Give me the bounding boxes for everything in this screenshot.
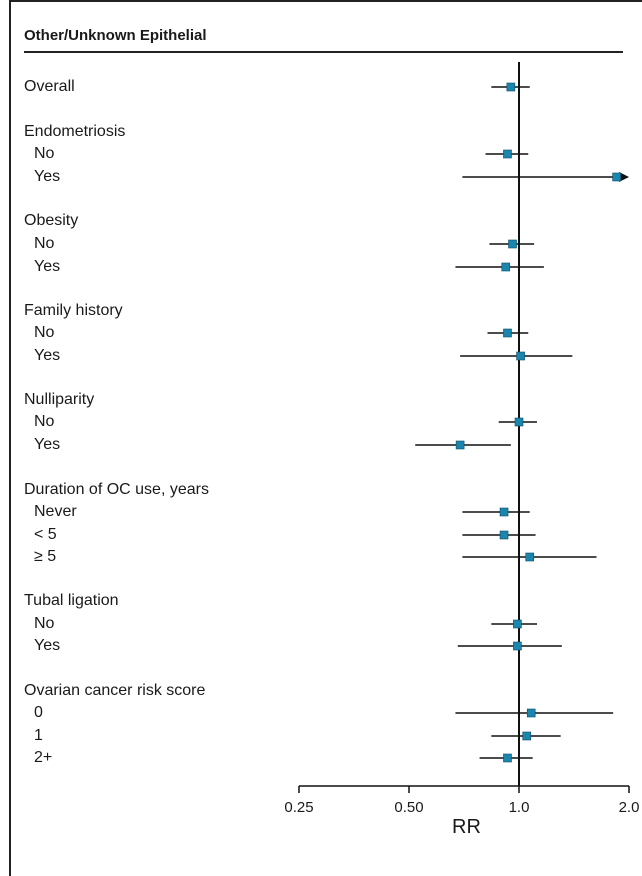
point-estimate	[455, 440, 465, 450]
point-estimate	[499, 507, 509, 517]
point-estimate	[514, 417, 524, 427]
row-label: No	[34, 615, 55, 632]
group-header: Nulliparity	[24, 391, 95, 408]
row-label: No	[34, 235, 55, 252]
point-estimate	[503, 328, 512, 338]
point-estimate	[508, 239, 517, 249]
row-label: Never	[34, 503, 77, 520]
frame-border-left	[9, 0, 11, 876]
x-tick-label: 2.0	[619, 799, 640, 816]
row-label: Yes	[34, 637, 61, 654]
point-estimate	[612, 172, 621, 182]
row-label: ≥ 5	[34, 548, 57, 565]
point-estimate	[513, 619, 522, 629]
x-axis-label: RR	[452, 816, 481, 838]
point-estimate	[503, 149, 512, 159]
x-tick-label: 1.0	[509, 799, 530, 816]
row-label: Overall	[24, 78, 75, 95]
x-tick-label: 0.50	[394, 799, 423, 816]
chart-title: Other/Unknown Epithelial	[24, 27, 207, 44]
point-estimate	[522, 731, 532, 741]
row-label: Yes	[34, 168, 61, 185]
group-header: Endometriosis	[24, 123, 126, 140]
ci-arrow	[619, 172, 629, 182]
group-header: Tubal ligation	[24, 592, 119, 609]
point-estimate	[501, 262, 511, 272]
group-header: Duration of OC use, years	[24, 481, 209, 498]
row-label: < 5	[34, 526, 57, 543]
point-estimate	[506, 82, 516, 92]
point-estimate	[513, 641, 522, 651]
point-estimate	[525, 552, 535, 562]
point-estimate	[503, 753, 512, 763]
point-estimate	[516, 351, 525, 361]
frame-border-top	[9, 0, 642, 2]
group-header: Ovarian cancer risk score	[24, 682, 206, 699]
row-label: Yes	[34, 436, 61, 453]
point-estimate	[499, 530, 509, 540]
row-label: 0	[34, 704, 43, 721]
group-header: Obesity	[24, 212, 79, 229]
group-header: Family history	[24, 302, 123, 319]
row-label: 1	[34, 727, 43, 744]
row-label: No	[34, 413, 55, 430]
row-label: No	[34, 324, 55, 341]
row-label: Yes	[34, 258, 61, 275]
row-label: No	[34, 145, 55, 162]
title-divider	[24, 51, 623, 53]
point-estimate	[526, 708, 536, 718]
row-label: Yes	[34, 347, 61, 364]
row-label: 2+	[34, 749, 53, 766]
x-tick-label: 0.25	[284, 799, 313, 816]
